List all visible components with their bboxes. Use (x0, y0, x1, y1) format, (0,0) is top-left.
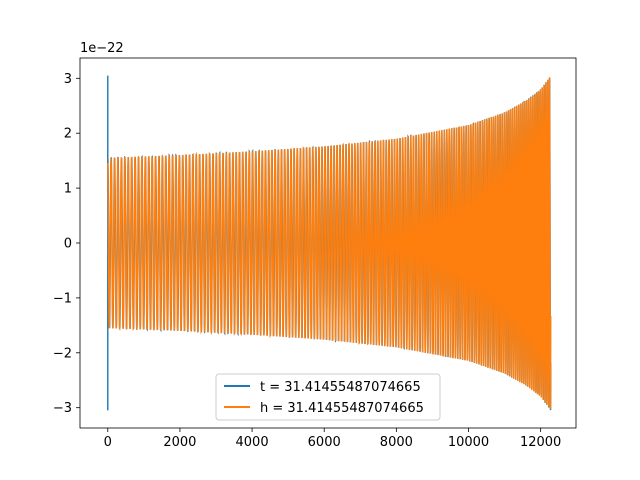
y-tick-label: −2 (53, 346, 72, 361)
legend-label-h: h = 31.41455487074665 (260, 401, 424, 416)
series-h-line (107, 77, 552, 410)
x-tick-label: 4000 (236, 435, 269, 450)
y-tick-label: −3 (53, 401, 72, 416)
y-tick-label: 2 (64, 127, 72, 142)
y-offset-label: 1e−22 (80, 41, 124, 56)
y-tick-label: 3 (64, 72, 72, 87)
y-tick-label: −1 (53, 291, 72, 306)
legend-label-t: t = 31.41455487074665 (260, 380, 421, 395)
x-tick-label: 8000 (380, 435, 413, 450)
y-tick-label: 1 (64, 182, 72, 197)
x-tick-label: 0 (104, 435, 112, 450)
legend-box (215, 373, 441, 421)
y-axis: −3 −2 −1 0 1 2 3 (53, 72, 80, 416)
x-tick-label: 2000 (163, 435, 196, 450)
x-axis: 0 2000 4000 6000 8000 10000 12000 (104, 428, 561, 450)
series-layer (107, 75, 552, 411)
x-tick-label: 10000 (448, 435, 489, 450)
y-tick-label: 0 (64, 237, 72, 252)
x-tick-label: 6000 (308, 435, 341, 450)
legend: t = 31.41455487074665 h = 31.41455487074… (215, 373, 441, 421)
x-tick-label: 12000 (520, 435, 561, 450)
